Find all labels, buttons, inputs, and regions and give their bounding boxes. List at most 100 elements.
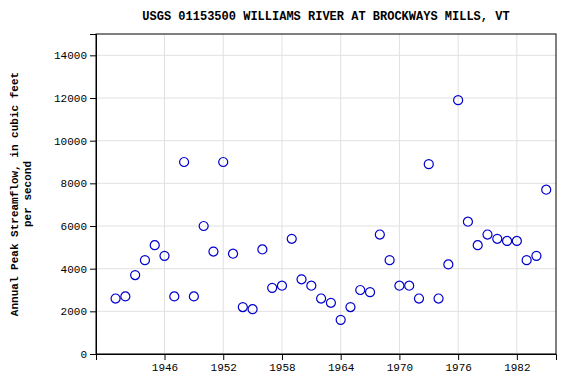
grid-line xyxy=(516,34,517,354)
tick-mark xyxy=(90,141,96,142)
point xyxy=(405,281,414,290)
tick-label: 2000 xyxy=(61,306,87,318)
grid-line xyxy=(223,34,224,354)
chart: 1946 1952 1958 1964 1970 1976 1982 0 2000 4000 600… xyxy=(0,0,576,384)
point xyxy=(219,157,228,166)
tick-mark xyxy=(165,354,166,360)
tick: 8000 xyxy=(61,178,96,190)
point xyxy=(366,288,375,297)
point xyxy=(375,230,384,239)
point xyxy=(287,234,296,243)
point xyxy=(268,283,277,292)
tick-label: 1952 xyxy=(211,362,237,374)
grid-line xyxy=(458,34,459,354)
tick-label: 8000 xyxy=(61,178,87,190)
tick: 2000 xyxy=(61,306,96,318)
point xyxy=(444,260,453,269)
point xyxy=(326,298,335,307)
tick: 1970 xyxy=(387,354,413,374)
point xyxy=(248,305,257,314)
plot: 1946 1952 1958 1964 1970 1976 1982 0 2000 4000 600… xyxy=(54,34,557,374)
tick-mark xyxy=(223,354,224,360)
tick-mark xyxy=(90,354,96,355)
point xyxy=(121,292,130,301)
tick: 12000 xyxy=(54,93,96,105)
point xyxy=(385,256,394,265)
point xyxy=(229,249,238,258)
tick-label: 1958 xyxy=(269,362,295,374)
point xyxy=(150,241,159,250)
point xyxy=(111,294,120,303)
tick: 1982 xyxy=(504,354,530,374)
point xyxy=(180,157,189,166)
tick-label: 1982 xyxy=(504,362,530,374)
tick: 1958 xyxy=(269,354,295,374)
point xyxy=(346,303,355,312)
axis-line xyxy=(97,355,557,361)
tick-label: 10000 xyxy=(54,136,87,148)
point xyxy=(170,292,179,301)
tick-label: 1976 xyxy=(445,362,471,374)
point xyxy=(209,247,218,256)
tick-label: 4000 xyxy=(61,264,87,276)
grid-line xyxy=(164,34,165,354)
y-axis: 0 2000 4000 6000 8000 10000 12000 14000 xyxy=(54,35,97,362)
tick: 14000 xyxy=(54,50,96,62)
point xyxy=(277,281,286,290)
tick: 4000 xyxy=(61,264,96,276)
point xyxy=(454,96,463,105)
point xyxy=(395,281,404,290)
axis-line xyxy=(90,35,97,355)
title: USGS 01153500 WILLIAMS RIVER AT BROCKWAY… xyxy=(142,10,509,24)
point xyxy=(434,294,443,303)
point xyxy=(483,230,492,239)
tick: 10000 xyxy=(54,136,96,148)
point xyxy=(414,294,423,303)
tick: 6000 xyxy=(61,221,96,233)
point xyxy=(532,251,541,260)
point xyxy=(463,217,472,226)
point xyxy=(336,315,345,324)
tick-mark xyxy=(458,354,459,360)
tick-mark xyxy=(90,311,96,312)
tick: 1964 xyxy=(328,354,355,374)
tick-mark xyxy=(90,183,96,184)
tick-label: 0 xyxy=(80,349,87,361)
point xyxy=(317,294,326,303)
point xyxy=(512,236,521,245)
y-axis-title: Annual Peak Streamflow, in cubic feetper… xyxy=(9,72,34,316)
tick: 1976 xyxy=(445,354,471,374)
x-axis: 1946 1952 1958 1964 1970 1976 1982 xyxy=(97,354,557,374)
point xyxy=(356,285,365,294)
tick: 1952 xyxy=(211,354,237,374)
point xyxy=(473,241,482,250)
tick-mark xyxy=(282,354,283,360)
tick-mark xyxy=(90,98,96,99)
point xyxy=(503,236,512,245)
point xyxy=(199,221,208,230)
point xyxy=(424,160,433,169)
point xyxy=(522,256,531,265)
point xyxy=(542,185,551,194)
tick-label: 6000 xyxy=(61,221,87,233)
tick-label: 1964 xyxy=(328,362,355,374)
plot-frame xyxy=(96,34,556,354)
y-axis-title-line: per second xyxy=(22,161,34,227)
point xyxy=(140,256,149,265)
point xyxy=(258,245,267,254)
tick-label: 14000 xyxy=(54,50,87,62)
tick: 0 xyxy=(80,349,96,361)
tick-mark xyxy=(517,354,518,360)
points xyxy=(111,96,551,325)
grid-line xyxy=(399,34,400,354)
tick-label: 12000 xyxy=(54,93,87,105)
grid-line xyxy=(281,34,282,354)
tick-mark xyxy=(90,226,96,227)
tick-mark xyxy=(341,354,342,360)
y-axis-title-line: Annual Peak Streamflow, in cubic feet xyxy=(9,72,21,316)
grid-line xyxy=(340,34,341,354)
tick-mark xyxy=(90,269,96,270)
tick: 1946 xyxy=(152,354,178,374)
point xyxy=(297,275,306,284)
point xyxy=(493,234,502,243)
